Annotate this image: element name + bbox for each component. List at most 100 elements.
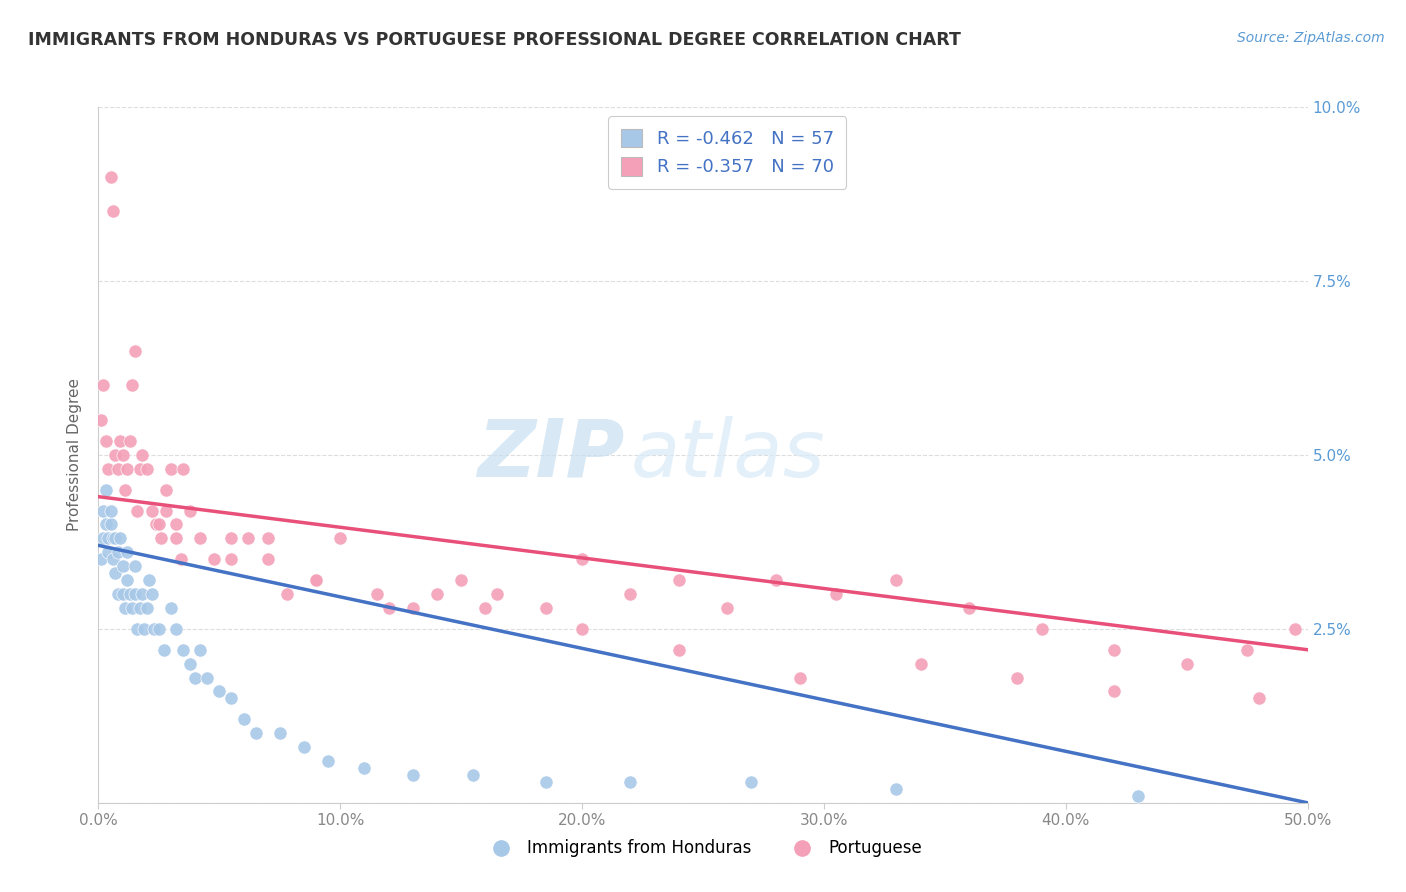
Point xyxy=(155,503,177,517)
Point xyxy=(1102,642,1125,657)
Point xyxy=(131,587,153,601)
Point xyxy=(668,573,690,587)
Point xyxy=(118,587,141,601)
Point xyxy=(107,587,129,601)
Point xyxy=(256,552,278,566)
Point xyxy=(128,462,150,476)
Point xyxy=(100,517,122,532)
Point xyxy=(91,378,114,392)
Point xyxy=(276,587,298,601)
Point xyxy=(121,378,143,392)
Point xyxy=(1236,642,1258,657)
Point xyxy=(148,517,170,532)
Point xyxy=(94,483,117,497)
Point xyxy=(97,532,120,546)
Point xyxy=(292,740,315,755)
Point xyxy=(114,601,136,615)
Point xyxy=(160,601,183,615)
Point xyxy=(91,503,114,517)
Point xyxy=(910,657,932,671)
Point xyxy=(172,462,194,476)
Point xyxy=(486,587,509,601)
Point xyxy=(148,622,170,636)
Point xyxy=(121,601,143,615)
Point xyxy=(172,642,194,657)
Point xyxy=(571,622,593,636)
Point xyxy=(619,587,641,601)
Point xyxy=(1007,671,1029,685)
Point xyxy=(131,448,153,462)
Point xyxy=(135,601,157,615)
Point xyxy=(138,573,160,587)
Point xyxy=(104,532,127,546)
Point xyxy=(232,712,254,726)
Text: IMMIGRANTS FROM HONDURAS VS PORTUGUESE PROFESSIONAL DEGREE CORRELATION CHART: IMMIGRANTS FROM HONDURAS VS PORTUGUESE P… xyxy=(28,31,960,49)
Point xyxy=(221,691,243,706)
Point xyxy=(124,587,146,601)
Point xyxy=(100,169,122,184)
Point xyxy=(127,622,149,636)
Point xyxy=(135,462,157,476)
Point xyxy=(117,545,139,559)
Point xyxy=(1102,684,1125,698)
Point xyxy=(165,517,187,532)
Point xyxy=(104,566,127,581)
Y-axis label: Professional Degree: Professional Degree xyxy=(67,378,83,532)
Point xyxy=(204,552,226,566)
Point xyxy=(305,573,328,587)
Point xyxy=(111,448,134,462)
Point xyxy=(571,552,593,566)
Point xyxy=(143,622,166,636)
Point xyxy=(402,768,425,782)
Point xyxy=(329,532,352,546)
Point xyxy=(534,601,557,615)
Point xyxy=(101,532,124,546)
Point xyxy=(145,517,167,532)
Point xyxy=(160,462,183,476)
Point xyxy=(957,601,980,615)
Point xyxy=(124,343,146,358)
Point xyxy=(353,761,375,775)
Point xyxy=(114,483,136,497)
Point xyxy=(94,434,117,448)
Point xyxy=(366,587,388,601)
Point xyxy=(152,642,174,657)
Point xyxy=(155,483,177,497)
Point xyxy=(90,413,112,427)
Point xyxy=(377,601,399,615)
Point xyxy=(256,532,278,546)
Point xyxy=(165,532,187,546)
Legend: Immigrants from Honduras, Portuguese: Immigrants from Honduras, Portuguese xyxy=(477,833,929,864)
Point xyxy=(104,448,127,462)
Point xyxy=(1031,622,1053,636)
Point xyxy=(208,684,231,698)
Point xyxy=(128,601,150,615)
Point xyxy=(117,462,139,476)
Point xyxy=(221,532,243,546)
Point xyxy=(474,601,496,615)
Point xyxy=(150,532,173,546)
Point xyxy=(184,671,207,685)
Point xyxy=(179,503,201,517)
Point xyxy=(245,726,267,740)
Point xyxy=(117,573,139,587)
Point xyxy=(765,573,787,587)
Point xyxy=(426,587,449,601)
Point xyxy=(740,775,762,789)
Point xyxy=(716,601,738,615)
Point xyxy=(101,552,124,566)
Point xyxy=(169,552,191,566)
Point xyxy=(188,642,211,657)
Point xyxy=(195,671,218,685)
Point xyxy=(1128,789,1150,803)
Point xyxy=(124,559,146,574)
Point xyxy=(108,532,131,546)
Point xyxy=(269,726,291,740)
Point xyxy=(94,517,117,532)
Point xyxy=(111,587,134,601)
Point xyxy=(305,573,328,587)
Point xyxy=(90,552,112,566)
Point xyxy=(107,545,129,559)
Point xyxy=(316,754,339,768)
Point xyxy=(886,781,908,796)
